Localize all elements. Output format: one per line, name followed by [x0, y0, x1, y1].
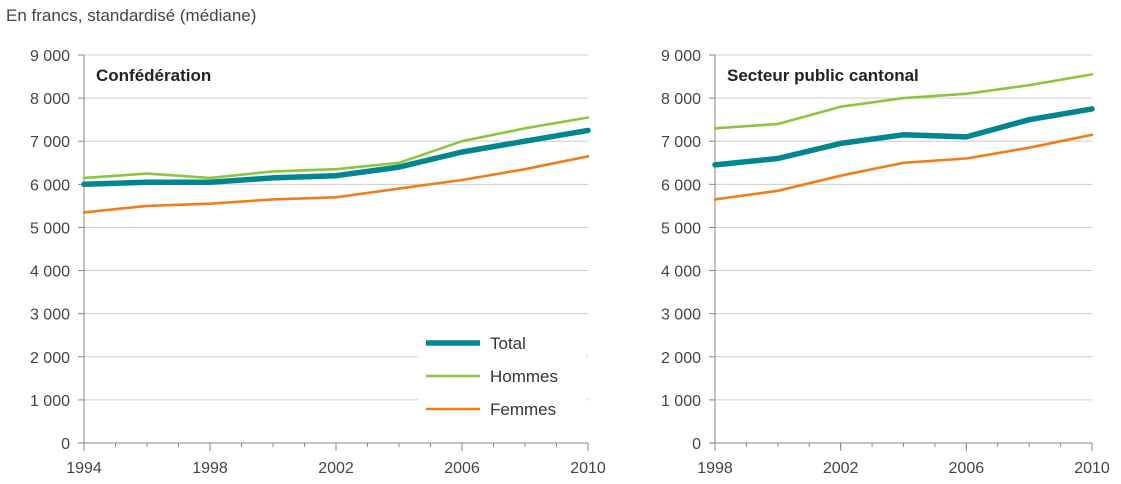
y-tick-label: 8 000	[30, 91, 70, 108]
legend-label-total: Total	[490, 334, 526, 353]
x-tick-label: 2010	[1074, 460, 1110, 477]
y-tick-label: 4 000	[30, 264, 70, 281]
y-tick-label: 7 000	[661, 134, 701, 151]
x-tick-label: 2010	[570, 460, 606, 477]
y-tick-label: 3 000	[30, 307, 70, 324]
y-tick-label: 7 000	[30, 134, 70, 151]
x-tick-label: 1998	[192, 460, 228, 477]
series-line-hommes	[82, 116, 590, 180]
x-tick-label: 2002	[318, 460, 354, 477]
x-tick-label: 1994	[66, 460, 102, 477]
y-tick-label: 5 000	[661, 220, 701, 237]
x-tick-label: 2002	[823, 460, 859, 477]
y-tick-label: 5 000	[30, 220, 70, 237]
x-tick-label: 1998	[697, 460, 733, 477]
y-tick-label: 9 000	[30, 48, 70, 65]
series-line-total	[81, 127, 591, 188]
panel-title: Secteur public cantonal	[727, 66, 919, 85]
panel-title-bg	[88, 57, 220, 87]
y-tick-label: 6 000	[30, 177, 70, 194]
y-tick-label: 1 000	[661, 393, 701, 410]
series-line-femmes	[82, 155, 590, 214]
y-tick-label: 0	[692, 436, 701, 453]
x-tick-label: 2006	[444, 460, 480, 477]
x-tick-label: 2006	[949, 460, 985, 477]
y-tick-label: 4 000	[661, 264, 701, 281]
series-line-hommes	[713, 73, 1094, 130]
legend-label-femmes: Femmes	[490, 400, 556, 419]
y-tick-label: 2 000	[30, 350, 70, 367]
y-tick-label: 0	[61, 436, 70, 453]
y-tick-label: 3 000	[661, 307, 701, 324]
unit-label: En francs, standardisé (médiane)	[6, 6, 257, 25]
y-tick-label: 8 000	[661, 91, 701, 108]
y-tick-label: 6 000	[661, 177, 701, 194]
y-tick-label: 1 000	[30, 393, 70, 410]
legend-label-hommes: Hommes	[490, 367, 558, 386]
y-tick-label: 2 000	[661, 350, 701, 367]
panel-title: Confédération	[96, 66, 211, 85]
series-line-femmes	[713, 133, 1094, 201]
panel-title-bg	[719, 57, 927, 87]
series-line-total	[712, 106, 1095, 168]
y-tick-label: 9 000	[661, 48, 701, 65]
